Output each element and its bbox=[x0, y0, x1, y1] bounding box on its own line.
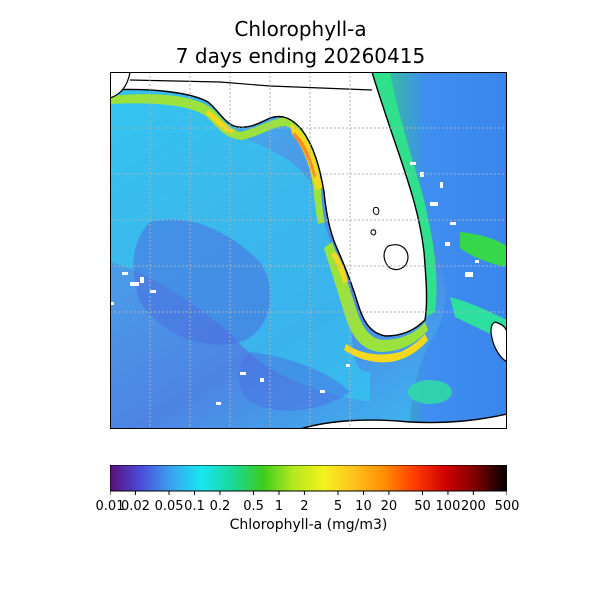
colorbar-tick-label: 100 bbox=[435, 499, 461, 514]
state-border bbox=[129, 79, 373, 91]
map-title: Chlorophyll-a bbox=[234, 17, 367, 41]
cuba-land bbox=[299, 413, 507, 429]
colorbar-tick-label: 0.1 bbox=[184, 499, 205, 514]
swfl-yellow bbox=[344, 334, 428, 363]
interior-lake-1 bbox=[372, 207, 380, 215]
bigbend-orange bbox=[293, 132, 316, 178]
colorbar-fill bbox=[110, 465, 507, 492]
map-frame bbox=[110, 72, 507, 429]
lake-okeechobee bbox=[383, 244, 409, 271]
colorbar-tick-label: 20 bbox=[380, 499, 398, 514]
colorbar-label: Chlorophyll-a (mg/m3) bbox=[229, 517, 388, 533]
panhandle-coast-band bbox=[110, 94, 325, 224]
colorbar-tick-label: 0.2 bbox=[209, 499, 231, 514]
map-subtitle: 7 days ending 20260415 bbox=[175, 44, 426, 68]
colorbar-tick-label: 0.02 bbox=[120, 499, 150, 514]
colorbar-tick-label: 5 bbox=[333, 499, 343, 514]
bahamas-land bbox=[490, 321, 507, 363]
colorbar-tick-label: 0.5 bbox=[243, 499, 264, 514]
colorbar-tick-label: 500 bbox=[494, 499, 520, 514]
bank-green bbox=[408, 380, 452, 404]
colorbar-tick-label: 0.01 bbox=[95, 499, 125, 514]
tampa-yellow bbox=[331, 252, 348, 283]
colorbar-tick-marks bbox=[110, 491, 507, 495]
south-patch bbox=[238, 352, 350, 411]
colorbar bbox=[110, 465, 507, 495]
interior-lake-2 bbox=[370, 229, 377, 236]
atlantic-coastal-band bbox=[372, 72, 437, 317]
map-gridlines bbox=[110, 72, 507, 429]
atlantic-water bbox=[372, 72, 507, 429]
chlorophyll-map bbox=[110, 72, 507, 429]
bahamas-bank bbox=[460, 232, 507, 267]
colorbar-tick-label: 1 bbox=[274, 499, 284, 514]
colorbar-tick-label: 200 bbox=[460, 499, 486, 514]
colorbar-tick-label: 0.05 bbox=[154, 499, 184, 514]
colorbar-tick-label: 2 bbox=[300, 499, 309, 514]
colorbar-tick-label: 50 bbox=[414, 499, 431, 514]
colorbar-tick-label: 10 bbox=[355, 499, 372, 514]
offshore-patch bbox=[133, 219, 271, 345]
